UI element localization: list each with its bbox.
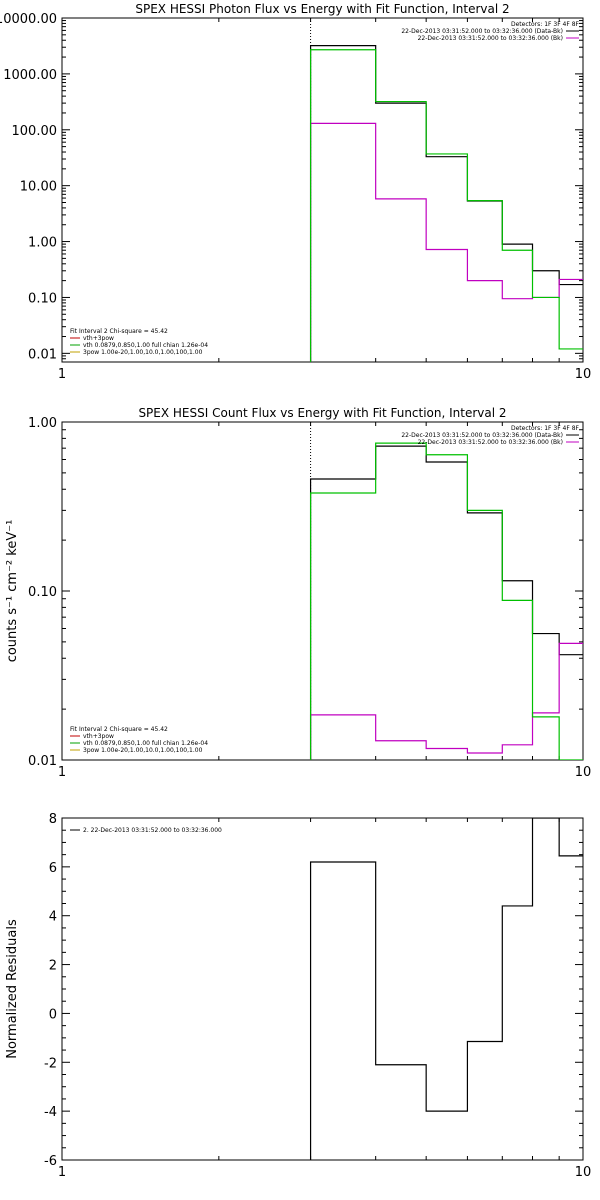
plot-frame <box>61 17 584 363</box>
legend-entry: 22-Dec-2013 03:31:52.000 to 03:32:36.000… <box>401 432 563 439</box>
legend-entry: vth+3pow <box>83 335 114 342</box>
chart-panel-1: SPEX HESSI Photon Flux vs Energy with Fi… <box>0 2 591 382</box>
chart-panel-3: 1 10 8 6 4 2 0 -2 -4 -6 Normalized Residuals 2. 22-… <box>5 812 591 1180</box>
y-axis-label: Normalized Residuals <box>5 919 20 1059</box>
series-vth-line <box>309 49 583 362</box>
legend-detectors: Detectors: 1F 3F 4F 8F <box>511 425 580 432</box>
legend-entry: 3pow 1.00e-20,1.00,10.0,1.00,100,1.00 <box>83 747 203 754</box>
chart-title: SPEX HESSI Photon Flux vs Energy with Fi… <box>135 2 509 16</box>
legend-entry: 22-Dec-2013 03:31:52.000 to 03:32:36.000… <box>401 28 563 35</box>
legend-entry: vth+3pow <box>83 733 114 740</box>
y-tick-label: 1.00 <box>28 236 57 251</box>
y-tick-label: -2 <box>44 1056 57 1071</box>
x-tick-label: 1 <box>58 765 66 780</box>
legend-fit-header: Fit Interval 2 Chi-square = 45.42 <box>70 328 168 335</box>
y-tick-label: 10.00 <box>20 180 57 195</box>
series-residuals-line <box>309 818 583 1160</box>
series-bk-line <box>309 642 583 760</box>
legend-entry: 22-Dec-2013 03:31:52.000 to 03:32:36.000… <box>418 35 563 42</box>
legend-entry: vth 0.0879,0.850,1.00 full chian 1.26e-0… <box>83 740 208 747</box>
y-tick-label: 0.10 <box>28 291 57 306</box>
x-tick-label: 10 <box>575 1165 592 1180</box>
y-tick-label: -6 <box>44 1154 57 1169</box>
y-tick-label: 0 <box>49 1007 57 1022</box>
series-vth-line <box>309 442 583 760</box>
x-tick-label: 1 <box>58 1165 66 1180</box>
y-tick-label: 6 <box>49 861 57 876</box>
y-tick-label: 0.01 <box>28 347 57 362</box>
plot-frame <box>61 421 584 761</box>
x-tick-label: 10 <box>575 367 592 382</box>
chart-panel-2: SPEX HESSI Count Flux vs Energy with Fit… <box>5 406 591 780</box>
y-tick-label: 100.00 <box>12 124 58 139</box>
x-tick-label: 1 <box>58 367 66 382</box>
y-tick-label: -4 <box>44 1105 57 1120</box>
series-data-bk-line <box>309 45 583 362</box>
y-tick-label: 0.10 <box>28 585 57 600</box>
y-tick-label: 1.00 <box>28 416 57 431</box>
legend-fit-header: Fit Interval 2 Chi-square = 45.42 <box>70 726 168 733</box>
legend-detectors: Detectors: 1F 3F 4F 8F <box>511 21 580 28</box>
y-tick-label: 0.01 <box>28 754 57 769</box>
chart-title: SPEX HESSI Count Flux vs Energy with Fit… <box>138 406 506 420</box>
y-tick-label: 10000.00 <box>0 12 57 27</box>
legend-entry: vth 0.0879,0.850,1.00 full chian 1.26e-0… <box>83 342 208 349</box>
legend-entry: 2. 22-Dec-2013 03:31:52.000 to 03:32:36.… <box>83 827 222 834</box>
series-bk-line <box>309 122 583 362</box>
y-tick-label: 2 <box>49 959 57 974</box>
plot-frame <box>61 817 584 1161</box>
y-tick-label: 1000.00 <box>3 68 57 83</box>
y-tick-label: 4 <box>49 910 57 925</box>
legend-entry: 22-Dec-2013 03:31:52.000 to 03:32:36.000… <box>418 439 563 446</box>
y-tick-label: 8 <box>49 812 57 827</box>
x-tick-label: 10 <box>575 765 592 780</box>
y-axis-label: counts s⁻¹ cm⁻² keV⁻¹ <box>5 520 20 663</box>
legend-entry: 3pow 1.00e-20,1.00,10.0,1.00,100,1.00 <box>83 349 203 356</box>
